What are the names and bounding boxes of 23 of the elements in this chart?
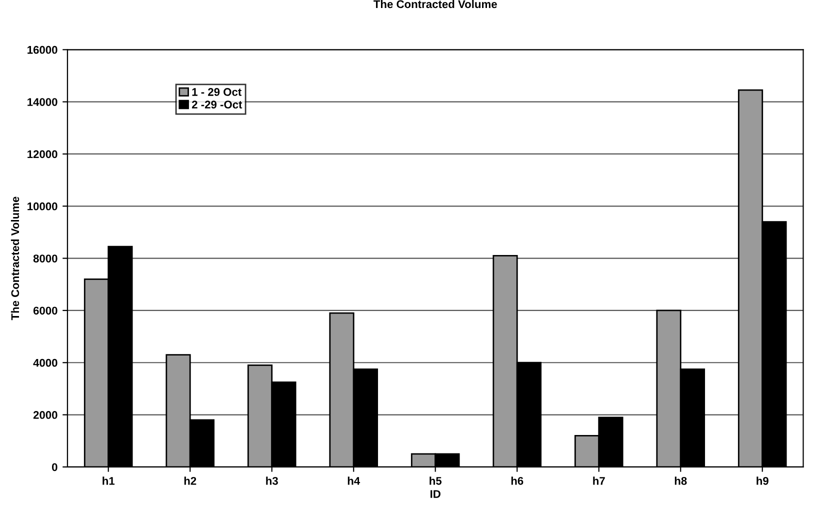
chart-title: The Contracted Volume xyxy=(374,0,497,8)
y-axis-title: The Contracted Volume xyxy=(10,196,20,320)
y-tick-label: 2000 xyxy=(33,411,58,419)
y-tick-label: 8000 xyxy=(33,254,58,262)
legend-label: 2 -29 -Oct xyxy=(192,100,242,109)
y-tick-label: 0 xyxy=(52,463,58,472)
y-tick-label: 6000 xyxy=(33,306,58,315)
x-tick-label: h9 xyxy=(756,476,768,485)
x-tick-label: h6 xyxy=(511,476,524,485)
x-tick-label: h5 xyxy=(430,476,442,485)
legend-label: 1 - 29 Oct xyxy=(192,88,242,96)
x-tick-label: h7 xyxy=(593,476,605,485)
x-tick-label: h1 xyxy=(102,476,115,485)
y-tick-label: 16000 xyxy=(28,46,58,54)
x-tick-label: h2 xyxy=(184,476,196,485)
y-tick-label: 4000 xyxy=(33,358,58,367)
y-tick-label: 12000 xyxy=(28,150,58,158)
x-tick-label: h8 xyxy=(674,476,687,485)
x-tick-label: h4 xyxy=(348,476,360,485)
y-tick-label: 14000 xyxy=(28,98,58,106)
y-tick-label: 10000 xyxy=(28,202,58,210)
x-axis-title: ID xyxy=(430,490,440,498)
x-tick-label: h3 xyxy=(266,476,278,485)
